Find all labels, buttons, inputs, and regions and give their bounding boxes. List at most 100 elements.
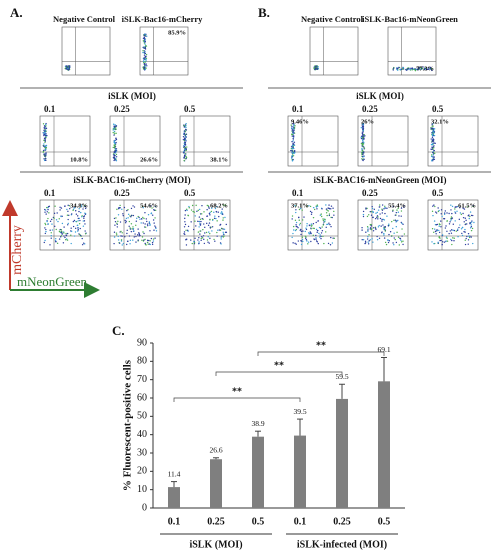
event-dot	[74, 227, 77, 230]
event-dot	[397, 219, 399, 222]
event-dot	[222, 213, 224, 215]
event-dot	[209, 232, 211, 235]
event-dot	[44, 222, 46, 225]
event-dot	[45, 127, 48, 129]
event-dot	[440, 220, 442, 222]
event-dot	[43, 143, 45, 145]
event-dot	[330, 236, 332, 239]
event-dot	[43, 149, 45, 152]
event-dot	[366, 215, 369, 218]
event-dot	[320, 232, 323, 234]
event-dot	[124, 219, 126, 222]
event-dot	[144, 55, 147, 58]
event-dot	[223, 235, 225, 237]
event-dot	[307, 243, 309, 245]
event-dot	[290, 124, 292, 126]
event-dot	[222, 236, 225, 238]
event-dot	[216, 220, 218, 222]
event-dot	[292, 127, 295, 129]
event-dot	[78, 208, 80, 210]
event-dot	[209, 227, 212, 229]
event-dot	[360, 137, 363, 140]
event-dot	[140, 218, 143, 220]
event-dot	[397, 236, 400, 238]
event-dot	[382, 224, 384, 226]
event-dot	[430, 138, 432, 140]
event-dot	[193, 211, 196, 213]
event-dot	[300, 243, 303, 246]
event-dot	[114, 144, 116, 146]
event-dot	[321, 208, 323, 210]
event-dot	[430, 143, 433, 146]
event-dot	[431, 228, 434, 230]
event-dot	[69, 207, 71, 210]
event-dot	[113, 127, 115, 129]
event-dot	[144, 45, 147, 47]
event-dot	[377, 216, 379, 218]
event-dot	[143, 61, 145, 64]
event-dot	[295, 205, 297, 207]
event-dot	[120, 235, 122, 237]
event-dot	[325, 208, 328, 210]
event-dot	[216, 231, 218, 234]
event-dot	[462, 216, 465, 219]
event-dot	[74, 231, 77, 233]
event-dot	[144, 39, 147, 41]
event-dot	[292, 140, 294, 142]
event-dot	[433, 242, 435, 245]
event-dot	[376, 216, 378, 218]
event-dot	[391, 235, 393, 237]
event-dot	[370, 225, 372, 227]
event-dot	[380, 225, 382, 227]
event-dot	[469, 235, 471, 237]
event-dot	[307, 241, 310, 243]
event-dot	[292, 144, 294, 147]
event-dot	[82, 208, 84, 210]
event-dot	[322, 224, 324, 226]
event-dot	[315, 228, 318, 231]
event-dot	[183, 124, 185, 127]
event-dot	[308, 205, 310, 207]
event-dot	[185, 148, 187, 150]
event-dot	[441, 241, 444, 243]
event-dot	[293, 143, 295, 145]
event-dot	[185, 239, 187, 241]
event-dot	[143, 47, 145, 50]
event-dot	[70, 234, 72, 236]
event-dot	[130, 216, 132, 218]
event-dot	[213, 238, 215, 241]
y-axis-label: % Fluorescent-positive cells	[122, 359, 134, 491]
event-dot	[47, 217, 49, 220]
event-dot	[366, 207, 368, 210]
value-label: 11.4	[168, 469, 181, 478]
event-dot	[136, 217, 138, 220]
event-dot	[197, 239, 199, 241]
event-dot	[45, 157, 47, 160]
event-dot	[146, 65, 148, 67]
event-dot	[432, 140, 434, 142]
event-dot	[315, 237, 317, 239]
event-dot	[83, 204, 86, 207]
event-dot	[44, 232, 47, 235]
event-dot	[184, 158, 186, 160]
event-dot	[291, 150, 293, 152]
event-dot	[331, 242, 334, 244]
event-dot	[301, 236, 304, 238]
event-dot	[143, 36, 145, 39]
moi-label: 0.25	[114, 188, 130, 198]
event-dot	[464, 243, 467, 246]
event-dot	[141, 205, 144, 208]
event-dot	[400, 241, 403, 243]
event-dot	[453, 237, 455, 239]
event-dot	[185, 129, 187, 131]
event-dot	[456, 229, 459, 232]
event-dot	[114, 128, 116, 130]
event-dot	[81, 206, 83, 208]
event-dot	[292, 242, 294, 244]
event-dot	[363, 137, 365, 140]
event-dot	[450, 209, 452, 211]
event-dot	[113, 231, 116, 233]
event-dot	[467, 239, 470, 241]
significance-bracket	[173, 397, 301, 402]
event-dot	[113, 133, 116, 135]
